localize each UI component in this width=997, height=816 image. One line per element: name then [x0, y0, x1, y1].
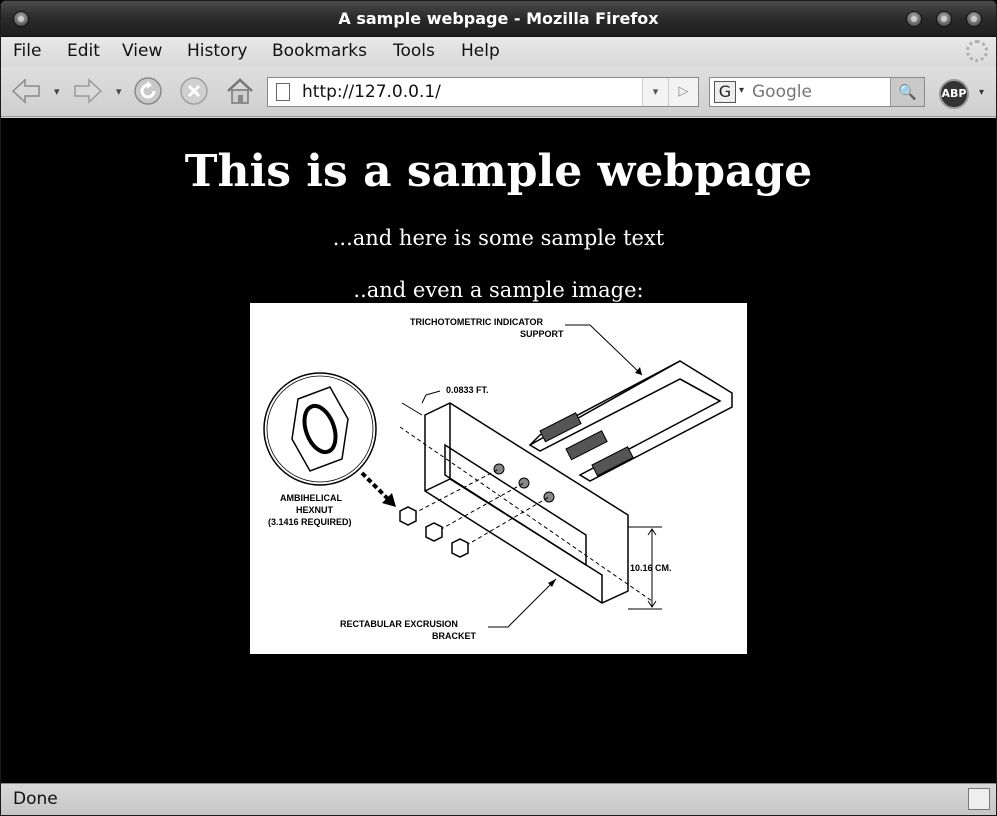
- search-engine-dropdown[interactable]: ▾: [739, 85, 745, 96]
- bracket-label-1: RECTABULAR EXCRUSION: [340, 619, 458, 629]
- search-magnifier-icon[interactable]: 🔍: [890, 78, 924, 106]
- forward-history-dropdown[interactable]: ▾: [116, 85, 122, 98]
- menu-tools[interactable]: Tools: [393, 41, 435, 61]
- bracket-label-2: BRACKET: [432, 631, 477, 641]
- stop-button[interactable]: [179, 77, 209, 105]
- menu-edit[interactable]: Edit: [67, 41, 100, 61]
- home-button[interactable]: [225, 77, 255, 105]
- adblock-plus-icon[interactable]: ABP: [939, 79, 969, 109]
- menu-bookmarks[interactable]: Bookmarks: [272, 41, 367, 61]
- forward-button[interactable]: [73, 77, 103, 105]
- reload-icon: [134, 77, 162, 105]
- back-button[interactable]: [11, 77, 41, 105]
- support-label-2: SUPPORT: [520, 329, 564, 339]
- hexnut-label-1: AMBIHELICAL: [280, 493, 342, 503]
- sample-text: ...and here is some sample text: [332, 226, 665, 250]
- url-bar[interactable]: http://127.0.0.1/ ▾ ▷: [267, 77, 699, 107]
- menu-bar: File Edit View History Bookmarks Tools H…: [1, 37, 996, 67]
- home-icon: [227, 78, 253, 104]
- technical-drawing: TRICHOTOMETRIC INDICATOR SUPPORT 0.0833 …: [263, 317, 733, 641]
- google-engine-icon[interactable]: G: [714, 81, 736, 103]
- minimize-button[interactable]: [906, 11, 922, 27]
- menu-view[interactable]: View: [122, 41, 163, 61]
- reload-button[interactable]: [133, 77, 163, 105]
- window-title: A sample webpage - Mozilla Firefox: [338, 9, 659, 28]
- menu-help[interactable]: Help: [461, 41, 500, 61]
- sample-image: TRICHOTOMETRIC INDICATOR SUPPORT 0.0833 …: [250, 303, 747, 654]
- search-input[interactable]: [750, 80, 888, 104]
- menu-file[interactable]: File: [13, 41, 42, 61]
- dimension-ft-label: 0.0833 FT.: [446, 385, 489, 395]
- window-menu-button[interactable]: [13, 11, 29, 27]
- back-history-dropdown[interactable]: ▾: [54, 85, 60, 98]
- maximize-button[interactable]: [936, 11, 952, 27]
- title-bar: A sample webpage - Mozilla Firefox: [1, 1, 996, 37]
- page-icon: [276, 83, 290, 101]
- menu-history[interactable]: History: [187, 41, 248, 61]
- close-window-button[interactable]: [966, 11, 982, 27]
- throbber-icon: [966, 40, 988, 62]
- status-text: Done: [13, 789, 58, 809]
- hexnut-label-3: (3.1416 REQUIRED): [268, 517, 352, 527]
- adblock-dropdown[interactable]: ▾: [979, 87, 985, 98]
- forward-arrow-icon: [74, 78, 103, 104]
- support-label-1: TRICHOTOMETRIC INDICATOR: [410, 317, 543, 327]
- status-page-info-icon[interactable]: [968, 788, 990, 810]
- navigation-toolbar: ▾ ▾: [1, 67, 996, 117]
- status-bar: Done: [1, 783, 996, 815]
- page-heading: This is a sample webpage: [184, 146, 813, 197]
- page-content: This is a sample webpage ...and here is …: [1, 118, 996, 785]
- go-button[interactable]: ▷: [668, 78, 698, 106]
- dimension-cm-label: 10.16 CM.: [630, 563, 672, 573]
- url-history-dropdown[interactable]: ▾: [642, 78, 668, 106]
- url-text[interactable]: http://127.0.0.1/: [302, 82, 441, 102]
- stop-icon: [180, 77, 208, 105]
- image-caption: ..and even a sample image:: [353, 278, 644, 302]
- hexnut-label-2: HEXNUT: [296, 505, 334, 515]
- search-bar[interactable]: G ▾ 🔍: [709, 77, 925, 107]
- back-arrow-icon: [11, 78, 40, 104]
